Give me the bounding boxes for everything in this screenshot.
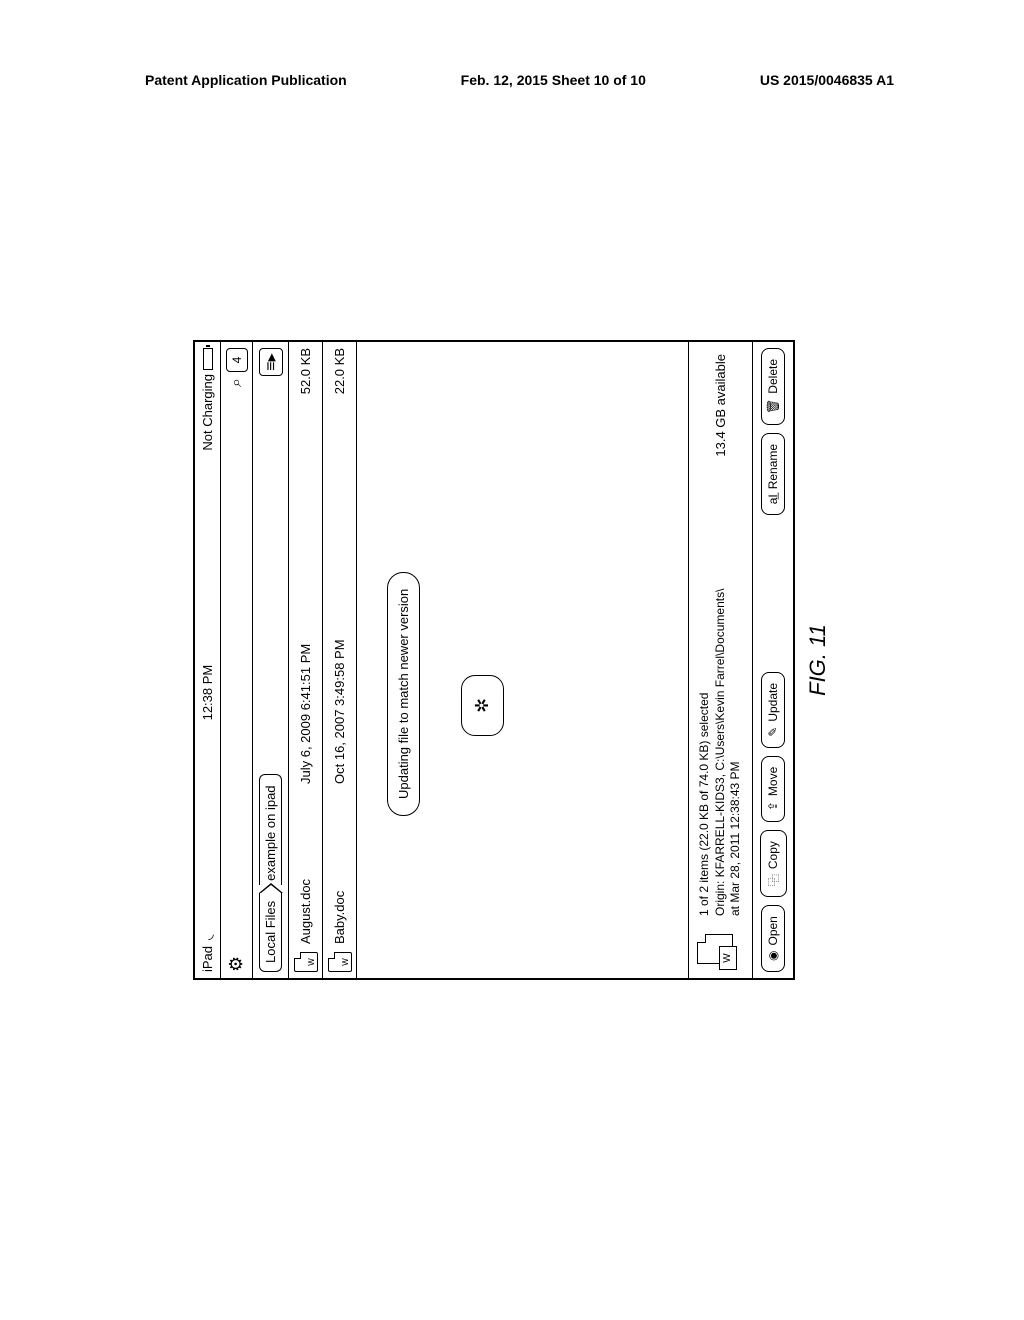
breadcrumb-path: Local Files example on ipad xyxy=(259,774,283,972)
selection-timestamp: at Mar 28, 2011 12:38:43 PM xyxy=(728,467,744,916)
gear-icon[interactable]: ⚙ xyxy=(226,956,247,972)
file-row[interactable]: W Baby.doc Oct 16, 2007 3:49:58 PM 22.0 … xyxy=(323,342,357,978)
doc-icon: W xyxy=(294,952,318,972)
toolbar-right: ⌕ 4 xyxy=(226,348,248,387)
main-area: Updating file to match newer version ✲ xyxy=(357,342,689,978)
figure-wrap: iPad ◟ 12:38 PM Not Charging ⚙ ⌕ 4 Loca xyxy=(193,340,831,980)
move-icon: ⇪ xyxy=(766,801,780,811)
rename-button[interactable]: aI̲ Rename xyxy=(761,433,785,515)
search-icon[interactable]: ⌕ xyxy=(228,378,246,387)
move-label: Move xyxy=(766,767,780,796)
delete-icon: 🗑 xyxy=(766,399,780,414)
breadcrumb-arrow-icon xyxy=(259,883,283,893)
spinner-icon: ✲ xyxy=(472,698,492,713)
delete-button[interactable]: 🗑 Delete xyxy=(761,348,785,425)
update-label: Update xyxy=(766,683,780,722)
charging-label: Not Charging xyxy=(200,374,215,451)
update-icon: ✎ xyxy=(766,727,780,737)
breadcrumb-current[interactable]: example on ipad xyxy=(259,774,282,884)
page: Patent Application Publication Feb. 12, … xyxy=(0,0,1024,1320)
delete-label: Delete xyxy=(766,359,780,394)
storage-available: 13.4 GB available xyxy=(713,350,728,457)
update-status-text: Updating file to match newer version xyxy=(396,589,411,799)
wifi-icon: ◟ xyxy=(199,935,216,940)
selection-count: 1 of 2 items (22.0 KB of 74.0 KB) select… xyxy=(697,467,713,916)
file-row[interactable]: W August.doc July 6, 2009 6:41:51 PM 52.… xyxy=(289,342,323,978)
status-right: Not Charging xyxy=(200,348,215,451)
spinner-popup: ✲ xyxy=(461,675,504,736)
rename-icon: aI̲ xyxy=(766,494,780,504)
open-button[interactable]: ◉ Open xyxy=(761,905,785,972)
toolbar: ⚙ ⌕ 4 xyxy=(221,342,253,978)
copy-button[interactable]: ⿻ Copy xyxy=(760,830,787,897)
status-bar: iPad ◟ 12:38 PM Not Charging xyxy=(195,342,221,978)
update-status-popup: Updating file to match newer version xyxy=(387,572,420,816)
file-name: August.doc xyxy=(298,814,313,944)
copy-label: Copy xyxy=(766,841,780,869)
page-header: Patent Application Publication Feb. 12, … xyxy=(0,72,1024,88)
selection-text: 1 of 2 items (22.0 KB of 74.0 KB) select… xyxy=(697,467,744,916)
action-toolbar: ◉ Open ⿻ Copy ⇪ Move ✎ Update aI̲ xyxy=(753,342,793,978)
status-left: iPad ◟ xyxy=(199,935,216,972)
header-right: US 2015/0046835 A1 xyxy=(760,72,894,88)
selection-icon: W xyxy=(697,926,745,970)
file-name: Baby.doc xyxy=(332,814,347,944)
copy-icon: ⿻ xyxy=(765,874,782,886)
figure-label: FIG. 11 xyxy=(805,340,831,980)
open-icon: ◉ xyxy=(766,951,780,961)
file-size: 52.0 KB xyxy=(298,348,313,428)
status-time: 12:38 PM xyxy=(200,665,215,721)
breadcrumb-row: Local Files example on ipad ≡▸ xyxy=(253,342,289,978)
list-mode-button[interactable]: ≡▸ xyxy=(259,348,283,376)
header-center: Feb. 12, 2015 Sheet 10 of 10 xyxy=(461,72,646,88)
header-left: Patent Application Publication xyxy=(145,72,347,88)
selection-origin: Origin: KFARRELL-KIDS3, C:\Users\Kevin F… xyxy=(713,467,729,916)
device-frame: iPad ◟ 12:38 PM Not Charging ⚙ ⌕ 4 Loca xyxy=(193,340,795,980)
battery-icon xyxy=(203,348,213,370)
update-button[interactable]: ✎ Update xyxy=(761,672,785,748)
tabs-button[interactable]: 4 xyxy=(226,348,248,372)
rename-label: Rename xyxy=(766,444,780,489)
doc-icon: W xyxy=(328,952,352,972)
file-size: 22.0 KB xyxy=(332,348,347,428)
file-date: July 6, 2009 6:41:51 PM xyxy=(298,428,313,814)
breadcrumb-root[interactable]: Local Files xyxy=(259,893,282,972)
device-label: iPad xyxy=(200,946,215,972)
selection-info-row: W 1 of 2 items (22.0 KB of 74.0 KB) sele… xyxy=(689,342,753,978)
open-label: Open xyxy=(766,916,780,945)
doc-icon-front: W xyxy=(719,946,737,970)
move-button[interactable]: ⇪ Move xyxy=(761,756,785,822)
file-date: Oct 16, 2007 3:49:58 PM xyxy=(332,428,347,814)
